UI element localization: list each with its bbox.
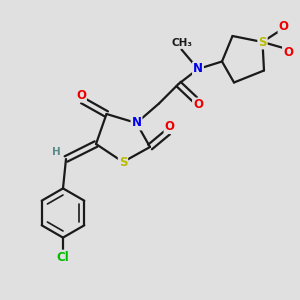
Text: S: S <box>119 155 127 169</box>
Text: S: S <box>258 35 267 49</box>
Text: O: O <box>76 88 86 102</box>
Text: O: O <box>193 98 203 112</box>
Text: N: N <box>193 62 203 76</box>
Text: O: O <box>283 46 293 59</box>
Text: Cl: Cl <box>57 250 69 264</box>
Text: O: O <box>164 120 175 133</box>
Text: CH₃: CH₃ <box>171 38 192 48</box>
Text: O: O <box>278 20 289 33</box>
Text: N: N <box>131 116 142 130</box>
Text: H: H <box>52 147 61 158</box>
